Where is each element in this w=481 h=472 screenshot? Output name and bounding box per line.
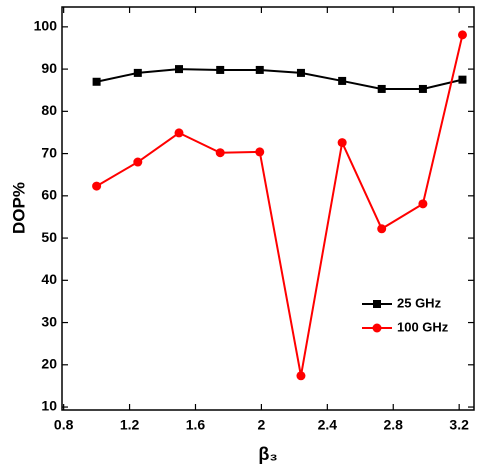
y-tick-label: 80 xyxy=(41,102,57,118)
x-tick-label: 3.2 xyxy=(449,417,469,433)
y-tick-label: 50 xyxy=(41,229,57,245)
marker xyxy=(255,65,264,74)
x-tick-label: 2.8 xyxy=(384,417,404,433)
legend-marker xyxy=(373,300,381,308)
y-tick-label: 70 xyxy=(41,144,57,160)
y-tick-label: 20 xyxy=(41,356,57,372)
marker xyxy=(377,224,387,234)
x-tick-label: 2.4 xyxy=(318,417,338,433)
marker xyxy=(377,84,386,93)
marker xyxy=(133,157,143,167)
marker xyxy=(174,128,184,138)
y-tick-label: 10 xyxy=(41,398,57,414)
y-tick-label: 100 xyxy=(34,18,58,34)
marker xyxy=(457,30,467,40)
x-axis-label: β₃ xyxy=(258,444,277,464)
y-tick-label: 90 xyxy=(41,60,57,76)
marker xyxy=(216,65,225,74)
x-tick-label: 2 xyxy=(258,417,266,433)
marker xyxy=(458,75,467,84)
legend-label: 25 GHz xyxy=(397,295,442,310)
x-tick-label: 1.6 xyxy=(186,417,206,433)
x-tick-label: 0.8 xyxy=(54,417,74,433)
series-line xyxy=(96,68,463,90)
marker xyxy=(92,181,102,191)
legend-label: 100 GHz xyxy=(397,319,449,334)
x-tick-label: 1.2 xyxy=(120,417,140,433)
marker xyxy=(418,84,427,93)
marker xyxy=(338,76,347,85)
marker xyxy=(296,371,306,381)
marker xyxy=(296,68,305,77)
marker xyxy=(215,148,225,158)
y-tick-label: 60 xyxy=(41,187,57,203)
marker xyxy=(337,138,347,148)
y-tick-label: 40 xyxy=(41,271,57,287)
marker xyxy=(175,65,184,74)
marker xyxy=(418,199,428,209)
marker xyxy=(92,77,101,86)
y-axis-label: DOP% xyxy=(9,182,28,234)
plot-frame xyxy=(61,6,475,411)
legend-marker xyxy=(372,323,382,333)
marker xyxy=(133,68,142,77)
marker xyxy=(255,147,265,157)
series-line xyxy=(96,34,464,376)
y-tick-label: 30 xyxy=(41,313,57,329)
